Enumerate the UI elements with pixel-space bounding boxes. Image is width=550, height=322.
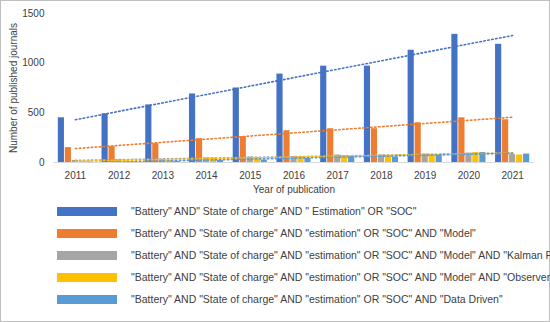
svg-text:Number of published journals: Number of published journals [8,23,19,153]
svg-text:2016: 2016 [283,170,306,181]
svg-text:2017: 2017 [327,170,350,181]
svg-text:2020: 2020 [458,170,481,181]
svg-text:2014: 2014 [195,170,218,181]
svg-text:1000: 1000 [22,57,45,68]
svg-text:Year of publication: Year of publication [253,184,335,195]
svg-text:2021: 2021 [502,170,525,181]
svg-text:500: 500 [28,107,45,118]
svg-text:0: 0 [39,157,45,168]
svg-text:1500: 1500 [22,8,45,19]
svg-text:2018: 2018 [370,170,393,181]
html-text:"Battery" AND "State of charge: "Battery" AND "State of charge" AND "est… [131,293,503,305]
html-text:"Battery" AND" State of charge: "Battery" AND" State of charge" AND " Es… [131,205,417,217]
html-text:"Battery" AND "State of charge: "Battery" AND "State of charge" AND "est… [131,227,476,239]
svg-text:2012: 2012 [108,170,131,181]
svg-text:2019: 2019 [414,170,437,181]
svg-text:2011: 2011 [65,170,87,181]
svg-text:2015: 2015 [239,170,262,181]
svg-text:2013: 2013 [152,170,175,181]
